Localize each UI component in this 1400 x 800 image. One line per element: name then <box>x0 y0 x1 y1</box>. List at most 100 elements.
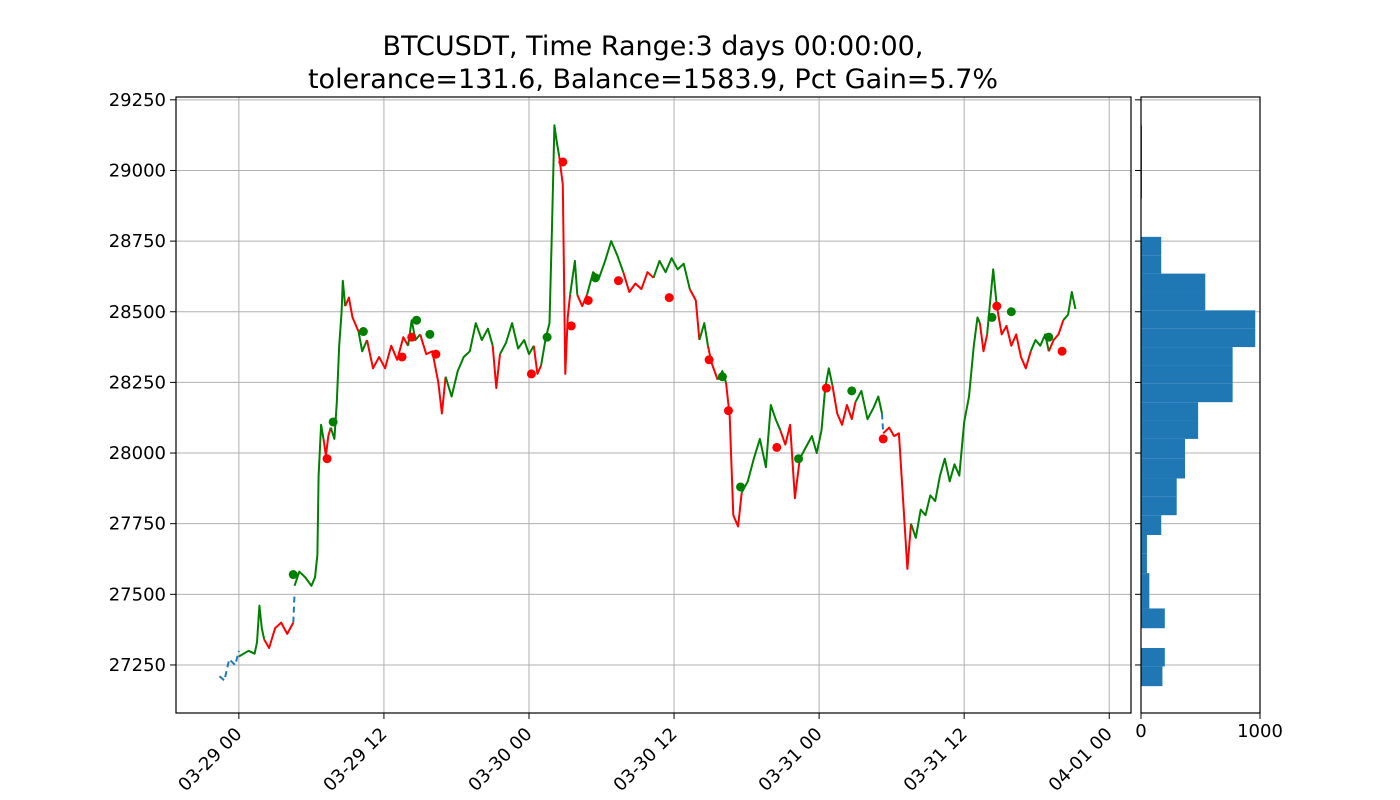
trade-marker-up <box>590 273 600 283</box>
price-line-segment-up <box>910 316 981 539</box>
trade-marker-down <box>821 383 831 393</box>
histogram-bar <box>1141 534 1147 554</box>
histogram-bar <box>1141 553 1147 574</box>
trade-marker-down <box>431 349 441 359</box>
price-line-segment-down <box>263 621 295 649</box>
volume-histogram: 0 1000 <box>1135 96 1283 742</box>
histogram-bar <box>1141 236 1162 256</box>
y-tick-label: 28250 <box>109 372 166 393</box>
trade-marker-up <box>1044 332 1054 342</box>
trade-marker-up <box>794 454 804 464</box>
price-line-segment-up <box>444 322 494 398</box>
histogram-bar <box>1141 347 1233 366</box>
trade-marker-down <box>322 454 332 464</box>
price-line-segment-down <box>491 345 501 389</box>
price-line-segment-up <box>854 389 883 421</box>
histogram-bar <box>1141 402 1199 421</box>
price-line-segment-down <box>622 271 655 293</box>
histogram-bar <box>1141 328 1256 348</box>
price-line-segment-up <box>499 322 535 356</box>
histogram-bar <box>1141 573 1150 592</box>
trade-marker-down <box>397 352 407 362</box>
y-tick-label: 28750 <box>109 231 166 252</box>
price-line-segment-up <box>740 404 782 494</box>
price-line-segment-up <box>293 423 325 587</box>
y-tick-label: 28000 <box>109 443 166 464</box>
price-line-segment-down <box>882 426 912 570</box>
trade-markers-group <box>288 157 1067 580</box>
histogram-bar <box>1141 458 1186 479</box>
price-line-segment-down <box>532 345 543 375</box>
price-line-segment-down <box>779 423 801 500</box>
price-line-segment-up <box>652 257 691 290</box>
price-line-segment-down <box>344 296 360 332</box>
y-tick-label: 27750 <box>109 514 166 535</box>
histogram-bar <box>1141 591 1150 609</box>
price-line-segment-down <box>366 336 409 370</box>
y-tick-label: 29000 <box>109 160 166 181</box>
histogram-bar <box>1141 666 1163 687</box>
price-line-segment-down <box>322 427 332 457</box>
histogram-bar <box>1141 515 1162 535</box>
trade-marker-down <box>992 301 1002 311</box>
trade-marker-down <box>664 293 674 303</box>
price-plot-frame <box>175 96 1132 714</box>
histogram-bar <box>1141 478 1177 497</box>
trade-marker-down <box>558 157 568 167</box>
trade-marker-down <box>772 442 782 452</box>
price-line-segment-flat <box>881 413 885 434</box>
price-plot-grid <box>176 97 1131 713</box>
histogram-x-tick-label: 1000 <box>1237 721 1283 742</box>
histogram-bar <box>1141 383 1233 403</box>
trade-marker-up <box>1006 307 1016 317</box>
price-line-segment-down <box>1047 319 1065 352</box>
price-line-segment-up <box>1062 291 1077 321</box>
trade-marker-down <box>407 332 417 342</box>
price-plot-y-axis: 27250 27500 27750 28000 28250 28500 28750 29000… <box>109 90 176 676</box>
price-line-segment-up <box>569 259 579 295</box>
trade-marker-down <box>1057 346 1067 356</box>
price-line-segment-down <box>419 334 447 415</box>
y-tick-label: 27250 <box>109 655 166 676</box>
chart-title-line-2: tolerance=131.6, Balance=1583.9, Pct Gai… <box>308 64 998 95</box>
trade-marker-down <box>613 276 623 286</box>
price-line-segment-down <box>688 288 701 341</box>
price-line-segment-down <box>978 322 989 353</box>
histogram-x-axis: 0 1000 <box>1135 713 1283 742</box>
histogram-bar <box>1141 255 1162 274</box>
trade-marker-down <box>704 355 714 365</box>
trade-marker-up <box>288 570 298 580</box>
trade-marker-down <box>723 406 733 416</box>
histogram-bar <box>1141 438 1186 459</box>
trade-marker-up <box>987 312 997 322</box>
chart-title-line-1: BTCUSDT, Time Range:3 days 00:00:00, <box>383 31 924 62</box>
price-line-segment-up <box>698 322 709 346</box>
trade-marker-up <box>358 327 368 337</box>
histogram-bars-group <box>1141 125 1256 687</box>
histogram-frame <box>1140 96 1261 714</box>
price-line-segment-flat <box>292 594 296 623</box>
histogram-bar <box>1141 420 1199 439</box>
price-line-segment-up <box>357 331 368 353</box>
trade-marker-down <box>583 295 593 305</box>
histogram-bar <box>1141 496 1177 516</box>
price-line-segment-flat <box>218 650 240 682</box>
trade-marker-down <box>566 321 576 331</box>
histogram-bar <box>1141 273 1206 292</box>
y-tick-label: 27500 <box>109 584 166 605</box>
price-line-segment-up <box>407 319 421 346</box>
price-line-segment-down <box>831 385 857 426</box>
trade-marker-down <box>878 434 888 444</box>
price-line-segment-down <box>995 305 1032 370</box>
price-line-segment-up <box>586 240 625 296</box>
trade-marker-down <box>526 369 536 379</box>
histogram-bar <box>1141 310 1256 329</box>
price-line-segment-up <box>238 604 266 658</box>
histogram-bar <box>1141 608 1165 629</box>
trade-marker-up <box>736 482 746 492</box>
trade-marker-up <box>425 329 435 339</box>
histogram-y-axis <box>1135 99 1141 666</box>
trade-marker-up <box>847 386 857 396</box>
